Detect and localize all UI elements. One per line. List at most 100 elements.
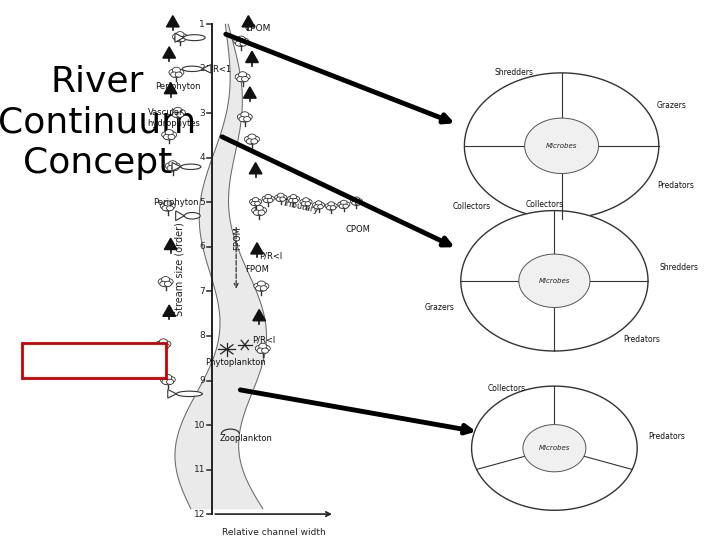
Circle shape [328, 202, 335, 207]
Circle shape [240, 41, 247, 46]
Circle shape [176, 112, 184, 117]
Circle shape [276, 194, 285, 201]
Circle shape [256, 282, 267, 291]
Text: Predators: Predators [623, 335, 660, 345]
Circle shape [356, 199, 362, 204]
Text: Vascular
hydrophytes: Vascular hydrophytes [148, 108, 200, 127]
Circle shape [239, 113, 251, 122]
Circle shape [237, 77, 244, 82]
Circle shape [277, 193, 284, 198]
Circle shape [262, 346, 270, 352]
Circle shape [238, 72, 247, 78]
Text: Periphyton: Periphyton [155, 82, 200, 91]
Circle shape [268, 196, 274, 201]
Circle shape [338, 202, 344, 207]
Circle shape [168, 132, 176, 138]
Circle shape [172, 163, 180, 169]
Circle shape [343, 202, 350, 207]
Circle shape [252, 207, 260, 213]
Circle shape [164, 281, 171, 286]
Circle shape [158, 279, 166, 285]
Circle shape [158, 343, 165, 349]
Circle shape [246, 136, 258, 144]
Polygon shape [525, 118, 598, 173]
Circle shape [280, 195, 287, 200]
Text: Zooplankton: Zooplankton [220, 434, 272, 443]
Circle shape [261, 348, 269, 353]
Circle shape [258, 207, 266, 213]
Circle shape [172, 109, 184, 118]
Circle shape [301, 199, 311, 206]
Text: River
Continuum
Concept: River Continuum Concept [0, 65, 197, 180]
Circle shape [351, 198, 361, 205]
Text: 8: 8 [199, 332, 205, 341]
Circle shape [237, 36, 246, 42]
Polygon shape [168, 389, 176, 398]
Circle shape [275, 195, 282, 200]
Text: Predators: Predators [649, 432, 685, 441]
Circle shape [330, 206, 336, 210]
Text: Predators: Predators [657, 181, 694, 190]
Polygon shape [176, 211, 184, 221]
Polygon shape [519, 254, 590, 307]
Circle shape [171, 72, 178, 77]
Text: 6: 6 [199, 242, 205, 252]
Circle shape [163, 201, 172, 207]
Circle shape [330, 204, 337, 208]
Text: Collectors: Collectors [487, 384, 526, 393]
Circle shape [235, 38, 247, 46]
Polygon shape [461, 211, 648, 351]
Circle shape [163, 131, 175, 140]
Circle shape [160, 278, 171, 287]
Text: Microbes: Microbes [539, 445, 570, 451]
Circle shape [251, 199, 261, 206]
Circle shape [160, 281, 167, 286]
Circle shape [242, 74, 250, 80]
Circle shape [305, 201, 310, 206]
Circle shape [235, 74, 243, 80]
Circle shape [327, 206, 332, 210]
Text: P/R<1: P/R<1 [205, 64, 231, 73]
Circle shape [172, 112, 179, 117]
Polygon shape [472, 386, 637, 510]
Circle shape [161, 376, 168, 383]
Circle shape [162, 202, 174, 211]
Circle shape [162, 376, 174, 385]
Ellipse shape [184, 213, 200, 219]
Text: 3: 3 [199, 109, 205, 118]
Circle shape [176, 32, 184, 38]
Text: 2: 2 [199, 64, 205, 73]
Circle shape [168, 134, 175, 139]
Circle shape [168, 161, 177, 167]
Circle shape [315, 201, 322, 206]
Circle shape [301, 201, 307, 206]
Circle shape [240, 38, 248, 44]
Circle shape [171, 110, 179, 116]
Circle shape [162, 132, 170, 138]
Circle shape [161, 276, 170, 282]
Circle shape [253, 207, 265, 215]
Circle shape [165, 130, 174, 136]
Circle shape [162, 343, 169, 349]
Ellipse shape [182, 66, 202, 71]
Polygon shape [175, 33, 184, 42]
Circle shape [156, 341, 164, 347]
Circle shape [174, 107, 182, 113]
Circle shape [167, 376, 175, 383]
Circle shape [251, 139, 258, 144]
Text: Phytoplankton: Phytoplankton [205, 358, 266, 367]
Circle shape [339, 204, 345, 208]
Circle shape [264, 196, 273, 203]
Text: 1: 1 [199, 20, 205, 29]
Text: 9: 9 [199, 376, 205, 385]
Circle shape [172, 68, 181, 73]
Circle shape [173, 34, 181, 40]
Text: Grazers: Grazers [657, 102, 687, 111]
Circle shape [341, 200, 347, 205]
Circle shape [251, 201, 256, 206]
Circle shape [163, 341, 171, 347]
Circle shape [176, 69, 184, 76]
Circle shape [165, 279, 173, 285]
Text: See handout: See handout [45, 353, 142, 368]
Circle shape [179, 36, 186, 42]
